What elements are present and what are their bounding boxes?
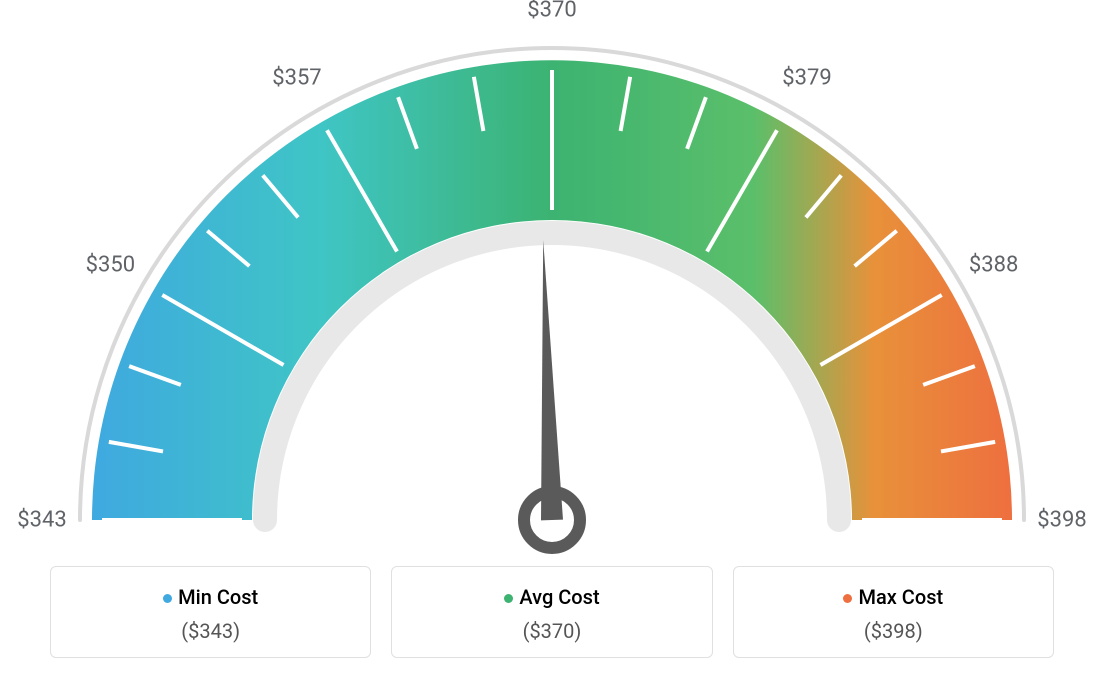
legend-title-min: Min Cost xyxy=(63,585,358,609)
legend-title-avg: Avg Cost xyxy=(404,585,699,609)
legend-label-max: Max Cost xyxy=(858,585,943,609)
gauge-svg xyxy=(0,0,1104,560)
tick-label: $357 xyxy=(272,66,321,91)
legend-value-max: ($398) xyxy=(746,619,1041,643)
legend-dot-avg xyxy=(504,594,513,603)
legend-label-min: Min Cost xyxy=(178,585,258,609)
tick-label: $343 xyxy=(17,508,66,533)
legend-row: Min Cost ($343) Avg Cost ($370) Max Cost… xyxy=(0,566,1104,658)
legend-value-min: ($343) xyxy=(63,619,358,643)
legend-label-avg: Avg Cost xyxy=(519,585,599,609)
legend-title-max: Max Cost xyxy=(746,585,1041,609)
legend-card-min: Min Cost ($343) xyxy=(50,566,371,658)
legend-dot-min xyxy=(163,594,172,603)
gauge-chart: $343 $350 $357 $370 $379 $388 $398 xyxy=(0,0,1104,560)
legend-dot-max xyxy=(843,594,852,603)
legend-value-avg: ($370) xyxy=(404,619,699,643)
tick-label: $350 xyxy=(86,252,135,277)
legend-card-max: Max Cost ($398) xyxy=(733,566,1054,658)
tick-label: $370 xyxy=(527,0,576,23)
tick-label: $388 xyxy=(969,252,1018,277)
legend-card-avg: Avg Cost ($370) xyxy=(391,566,712,658)
tick-label: $398 xyxy=(1037,508,1086,533)
tick-label: $379 xyxy=(782,66,831,91)
